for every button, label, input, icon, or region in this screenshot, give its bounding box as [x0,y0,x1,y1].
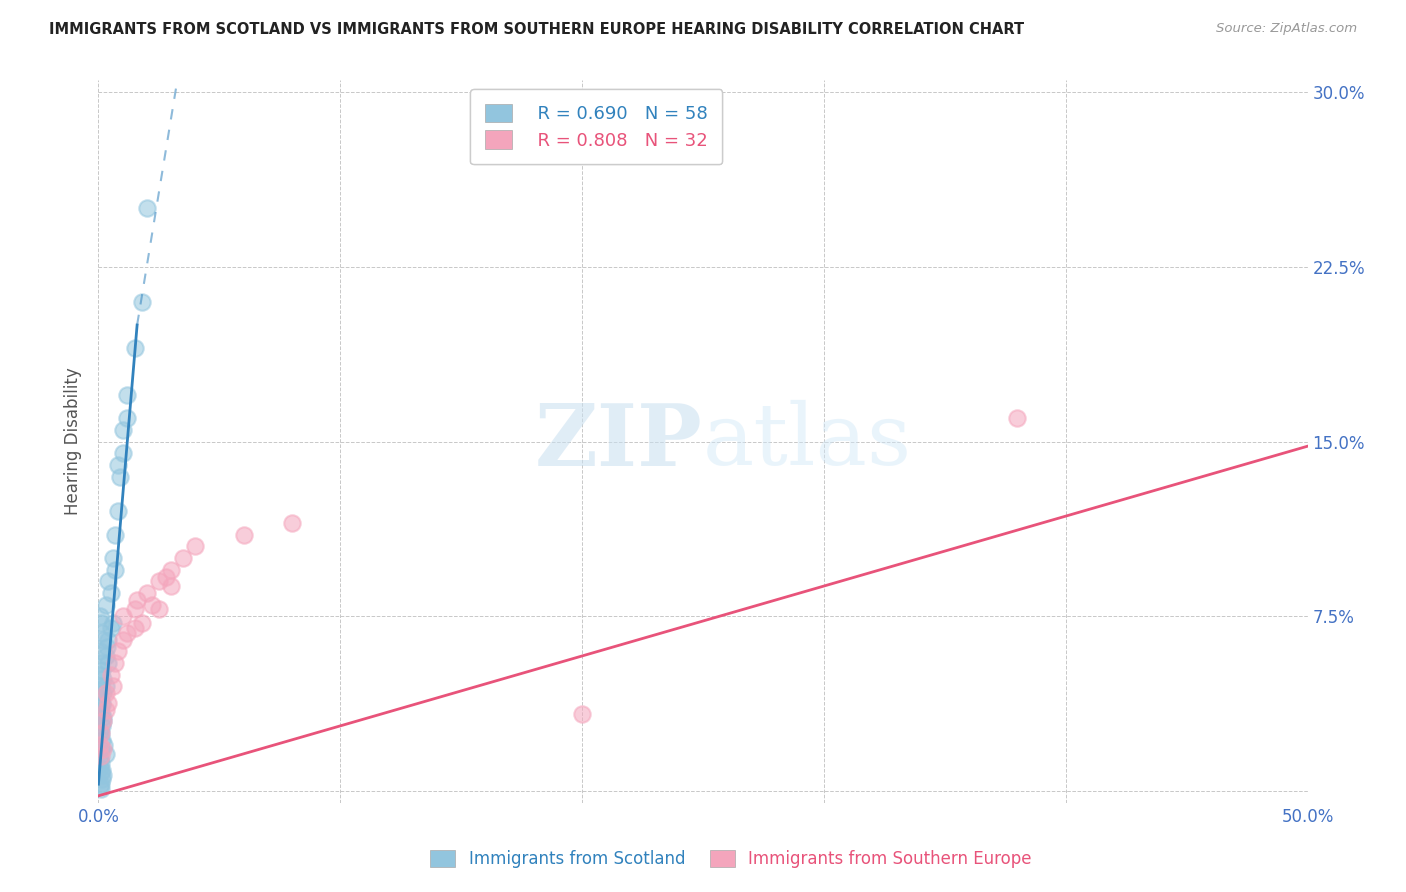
Point [135,586,157,600]
Point [91,686,114,700]
Point [97,696,120,710]
Point [101,551,124,566]
Point [90,749,112,764]
Point [90,742,112,756]
Point [141,598,163,612]
Point [104,656,127,670]
Point [94,648,117,663]
Legend: Immigrants from Scotland, Immigrants from Southern Europe: Immigrants from Scotland, Immigrants fro… [423,843,1039,875]
Point [91,696,114,710]
Point [91,698,114,712]
Point [89,667,111,681]
Point [104,528,127,542]
Point [94,686,117,700]
Point [91,625,114,640]
Point [1007,411,1029,425]
Point [89,723,111,738]
Point [91,732,114,747]
Point [94,598,117,612]
Point [571,707,593,722]
Point [232,528,254,542]
Y-axis label: Hearing Disability: Hearing Disability [65,368,83,516]
Point [91,714,114,729]
Point [111,609,134,624]
Legend:   R = 0.690   N = 58,   R = 0.808   N = 32: R = 0.690 N = 58, R = 0.808 N = 32 [470,89,723,164]
Point [111,446,134,460]
Point [91,768,114,782]
Point [91,719,114,733]
Point [90,679,112,693]
Point [97,574,120,589]
Point [89,738,111,752]
Point [124,341,146,355]
Point [101,616,124,631]
Point [91,663,114,677]
Text: Source: ZipAtlas.com: Source: ZipAtlas.com [1216,22,1357,36]
Point [108,469,131,483]
Point [89,609,111,624]
Point [89,702,111,716]
Point [160,563,183,577]
Point [91,714,114,729]
Point [89,690,111,705]
Text: IMMIGRANTS FROM SCOTLAND VS IMMIGRANTS FROM SOUTHERN EUROPE HEARING DISABILITY C: IMMIGRANTS FROM SCOTLAND VS IMMIGRANTS F… [49,22,1025,37]
Point [91,673,114,687]
Point [124,621,146,635]
Text: atlas: atlas [703,400,912,483]
Point [90,777,112,791]
Text: ZIP: ZIP [536,400,703,483]
Point [155,570,177,584]
Point [94,679,117,693]
Point [89,644,111,658]
Point [127,593,149,607]
Point [104,563,127,577]
Point [90,726,112,740]
Point [91,772,114,787]
Point [91,763,114,777]
Point [107,458,129,472]
Point [100,586,122,600]
Point [94,702,117,716]
Point [281,516,304,530]
Point [91,709,114,723]
Point [117,411,139,425]
Point [90,781,112,796]
Point [117,625,139,640]
Point [100,621,122,635]
Point [90,726,112,740]
Point [91,632,114,647]
Point [101,679,124,693]
Point [90,656,112,670]
Point [184,540,207,554]
Point [89,780,111,794]
Point [148,574,170,589]
Point [160,579,183,593]
Point [90,756,112,771]
Point [100,667,122,681]
Point [107,504,129,518]
Point [107,644,129,658]
Point [90,707,112,722]
Point [94,747,117,761]
Point [148,602,170,616]
Point [89,751,111,765]
Point [96,640,118,654]
Point [97,656,120,670]
Point [135,202,157,216]
Point [93,738,115,752]
Point [90,616,112,631]
Point [124,602,146,616]
Point [90,765,112,780]
Point [111,632,134,647]
Point [172,551,194,566]
Point [131,616,153,631]
Point [117,388,139,402]
Point [97,632,120,647]
Point [111,423,134,437]
Point [89,761,111,775]
Point [91,742,114,756]
Point [131,294,153,309]
